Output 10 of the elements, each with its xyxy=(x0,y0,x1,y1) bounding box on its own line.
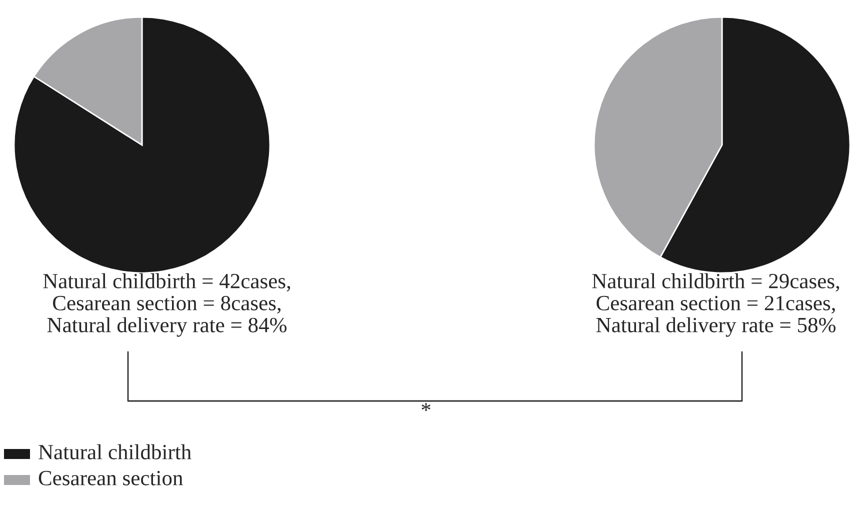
pie-slice xyxy=(13,16,271,274)
text: Cesarean section = 8cases, xyxy=(53,296,280,314)
text: Natural childbirth = 29cases, xyxy=(592,273,840,292)
legend-label: Cesarean section xyxy=(38,470,183,486)
text: Cesarean section = 21cases, xyxy=(596,296,835,314)
text: Natural delivery rate = 58% xyxy=(596,317,836,337)
legend-label: Natural childbirth xyxy=(38,444,192,460)
text: Natural delivery rate = 84% xyxy=(47,317,286,337)
text: * xyxy=(422,403,430,411)
text: Natural childbirth = 42cases, xyxy=(43,273,290,292)
